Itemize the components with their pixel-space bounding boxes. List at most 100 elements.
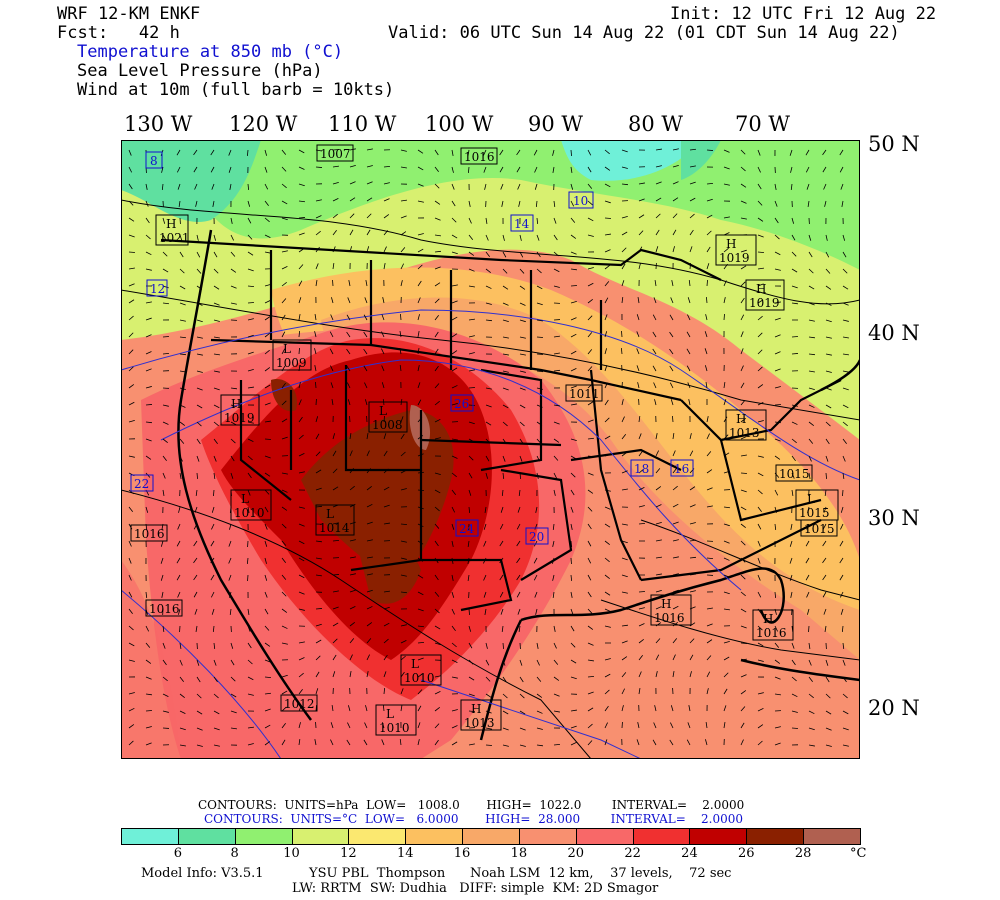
wind-barb bbox=[213, 353, 220, 356]
wind-barb bbox=[638, 671, 642, 678]
wind-barb bbox=[757, 217, 764, 222]
wind-barb bbox=[587, 200, 593, 206]
svg-text:20: 20 bbox=[529, 530, 544, 544]
wind-barb bbox=[400, 280, 403, 287]
wind-barb bbox=[808, 404, 815, 408]
wind-barb bbox=[825, 387, 832, 391]
wind-barb bbox=[483, 523, 487, 530]
wind-barb bbox=[825, 710, 832, 715]
wind-barb bbox=[315, 704, 317, 712]
wind-barb bbox=[400, 574, 407, 577]
wind-barb bbox=[247, 217, 252, 224]
wind-barb bbox=[417, 435, 424, 440]
wind-barb bbox=[553, 268, 560, 273]
wind-barb bbox=[451, 506, 456, 513]
wind-barb bbox=[332, 450, 337, 457]
wind-barb bbox=[434, 331, 439, 338]
svg-text:16: 16 bbox=[674, 462, 689, 476]
wind-barb bbox=[553, 642, 557, 649]
wind-barb bbox=[604, 348, 607, 355]
wind-barb bbox=[587, 267, 594, 270]
wind-barb bbox=[247, 234, 253, 240]
forecast-hour: Fcst: 42 h bbox=[57, 23, 180, 43]
wind-barb bbox=[757, 740, 763, 746]
wind-barb bbox=[281, 523, 287, 529]
wind-barb bbox=[653, 297, 657, 304]
wind-barb bbox=[383, 246, 387, 253]
wind-barb bbox=[553, 369, 561, 372]
wind-barb bbox=[485, 693, 492, 698]
wind-barb bbox=[502, 285, 509, 290]
wind-barb bbox=[145, 200, 149, 207]
wind-barb bbox=[179, 302, 186, 306]
wind-barb bbox=[332, 486, 339, 491]
wind-barb bbox=[621, 434, 627, 440]
wind-barb bbox=[706, 416, 709, 423]
wind-barb bbox=[314, 739, 317, 746]
wind-barb bbox=[570, 472, 576, 478]
wind-barb bbox=[264, 349, 270, 355]
wind-barb bbox=[298, 471, 305, 474]
wind-barb bbox=[535, 200, 538, 208]
wind-barb bbox=[553, 438, 560, 443]
colorbar-cell bbox=[234, 828, 293, 845]
wind-barb bbox=[179, 472, 182, 479]
wind-barb bbox=[705, 739, 708, 746]
svg-text:1015: 1015 bbox=[779, 467, 810, 481]
wind-barb bbox=[789, 557, 793, 564]
wind-barb bbox=[689, 671, 692, 678]
wind-barb bbox=[553, 743, 561, 746]
wind-barb bbox=[417, 471, 425, 474]
wind-barb bbox=[822, 540, 827, 547]
wind-barb bbox=[825, 472, 827, 480]
lat-label-50: 50 N bbox=[868, 132, 920, 156]
wind-barb bbox=[825, 319, 832, 323]
wind-barb bbox=[757, 366, 763, 372]
wind-barb bbox=[298, 523, 305, 527]
wind-barb bbox=[366, 433, 369, 440]
wind-barb bbox=[553, 217, 557, 224]
wind-barb bbox=[230, 404, 237, 408]
wind-barb bbox=[637, 382, 640, 389]
wind-barb bbox=[468, 472, 473, 479]
wind-barb bbox=[687, 314, 691, 321]
wind-barb bbox=[230, 676, 236, 682]
wind-barb bbox=[621, 347, 623, 355]
wind-barb bbox=[825, 693, 831, 699]
wind-barb bbox=[672, 556, 679, 559]
wind-barb bbox=[604, 673, 611, 678]
wind-barb bbox=[502, 404, 509, 409]
wind-barb bbox=[195, 625, 198, 632]
wind-barb bbox=[587, 401, 594, 406]
wind-barb bbox=[128, 299, 135, 304]
wind-barb bbox=[434, 183, 440, 189]
wind-barb bbox=[740, 417, 746, 423]
wind-barb bbox=[672, 213, 678, 219]
wind-barb bbox=[281, 166, 287, 172]
wind-barb bbox=[349, 165, 356, 168]
wind-barb bbox=[128, 659, 135, 662]
wind-barb bbox=[604, 608, 611, 612]
colorbar-cell bbox=[632, 828, 691, 845]
wind-barb bbox=[213, 693, 219, 699]
wind-barb bbox=[230, 251, 236, 257]
wind-barb bbox=[604, 689, 610, 695]
wind-barb bbox=[213, 676, 218, 683]
wind-barb bbox=[670, 399, 674, 406]
wind-barb bbox=[468, 166, 470, 174]
wind-barb bbox=[636, 365, 640, 372]
wind-barb bbox=[534, 523, 538, 530]
wind-barb bbox=[825, 676, 830, 683]
wind-barb bbox=[842, 336, 849, 339]
wind-barb bbox=[162, 268, 169, 273]
wind-barb bbox=[638, 230, 644, 236]
wind-barb bbox=[383, 638, 389, 644]
lon-label-90: 90 W bbox=[528, 112, 583, 136]
wind-barb bbox=[604, 365, 608, 372]
wind-barb bbox=[621, 416, 625, 423]
wind-barb bbox=[485, 268, 491, 274]
svg-text:1010: 1010 bbox=[404, 671, 435, 685]
